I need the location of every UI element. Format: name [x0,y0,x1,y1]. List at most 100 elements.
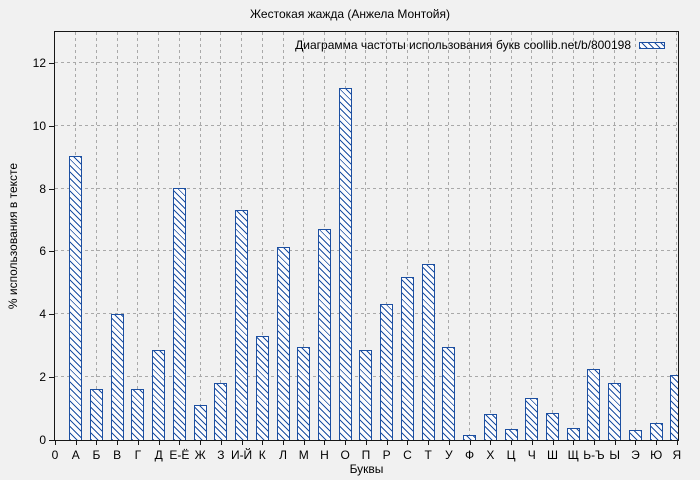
bar [649,423,663,440]
y-tick-label: 10 [32,118,46,133]
y-tick-label: 12 [32,55,46,70]
x-tick-mark [137,441,139,445]
x-tick-mark [531,441,533,445]
gridline-vertical [282,32,284,440]
gridline-vertical [386,32,388,440]
x-tick-mark [158,441,160,445]
gridline-vertical [427,32,429,440]
gridline-horizontal [55,250,678,252]
gridline-vertical [406,32,408,440]
x-tick-label: И-Й [230,448,253,462]
x-tick-label: Я [672,448,682,462]
x-tick-mark [75,441,77,445]
bar [276,247,290,440]
x-tick-mark [614,441,616,445]
x-tick-mark [448,441,450,445]
x-tick-mark [55,441,56,445]
bar [463,435,477,440]
gridline-horizontal [55,61,678,63]
x-tick-mark [490,441,492,445]
x-tick-label: З [217,448,225,462]
bar [338,88,352,440]
legend-swatch-icon [639,41,665,49]
bar [483,414,497,440]
bar [504,429,518,440]
bar [172,188,186,440]
bar [628,430,642,440]
bar [421,264,435,440]
x-tick-label: У [445,448,453,462]
y-tick-mark [49,125,54,127]
x-tick-label: Ь-Ъ [583,448,605,462]
gridline-vertical [261,32,263,440]
bar [110,314,124,440]
gridline-vertical [158,32,160,440]
gridline-vertical [634,32,636,440]
y-tick-label: 2 [39,370,46,385]
x-tick-label: Е-Ё [169,448,190,462]
x-tick-label: К [258,448,266,462]
gridline-vertical [552,32,554,440]
x-tick-label: 0 [51,448,59,462]
x-tick-mark [283,441,285,445]
bar [546,413,560,440]
bar [69,156,83,440]
gridline-vertical [614,32,616,440]
y-tick-mark [49,188,54,190]
gridline-vertical [303,32,305,440]
gridline-vertical [137,32,139,440]
x-tick-mark [303,441,305,445]
x-tick-mark [386,441,388,445]
gridline-horizontal [55,187,678,189]
x-tick-label: Б [92,448,101,462]
x-tick-mark [407,441,409,445]
x-tick-label: Н [320,448,329,462]
gridline-horizontal [55,124,678,126]
bar [255,336,269,440]
bar [297,347,311,440]
x-tick-label: Ч [527,448,536,462]
x-tick-mark [241,441,243,445]
x-tick-label: Щ [567,448,579,462]
x-tick-label: П [361,448,371,462]
x-tick-label: Т [424,448,432,462]
x-tick-mark [469,441,471,445]
x-tick-label: А [71,448,80,462]
x-tick-mark [179,441,181,445]
x-tick-label: Ю [650,448,663,462]
x-tick-label: М [298,448,309,462]
gridline-vertical [593,32,595,440]
x-tick-mark [262,441,264,445]
gridline-vertical [365,32,367,440]
y-tick-mark [49,62,54,64]
gridline-vertical [510,32,512,440]
x-tick-label: Ц [506,448,516,462]
bar [235,210,249,440]
bar [380,304,394,440]
x-tick-mark [200,441,202,445]
gridline-vertical [531,32,533,440]
y-tick-mark [49,251,54,253]
x-tick-mark [365,441,367,445]
bar [152,350,166,440]
legend: Диаграмма частоты использования букв coo… [295,38,665,52]
x-tick-mark [220,441,222,445]
x-tick-label: Р [382,448,391,462]
x-tick-mark [635,441,637,445]
x-tick-mark [593,441,595,445]
y-tick-label: 0 [39,433,46,447]
gridline-vertical [489,32,491,440]
x-tick-label: Ж [194,448,206,462]
x-tick-label: Д [154,448,163,462]
x-tick-mark [511,441,513,445]
gridline-vertical [572,32,574,440]
x-tick-label: С [403,448,412,462]
x-tick-label: Ы [609,448,621,462]
gridline-horizontal [55,313,678,315]
x-tick-label: Ш [547,448,559,462]
x-tick-mark [428,441,430,445]
bar [670,375,678,440]
y-tick-mark [49,440,54,441]
x-tick-mark [573,441,575,445]
